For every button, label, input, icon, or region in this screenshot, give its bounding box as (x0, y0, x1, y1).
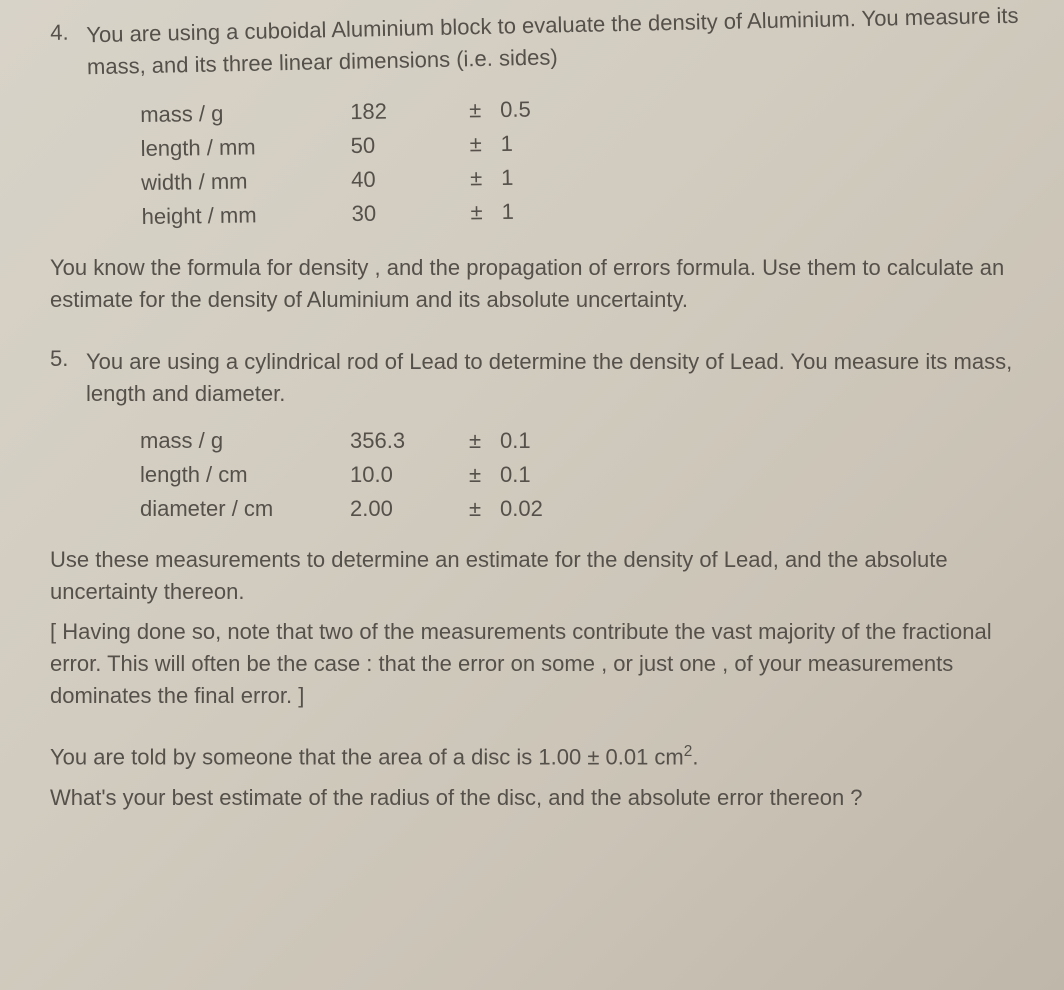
problem-4-header: 4. You are using a cuboidal Aluminium bl… (50, 0, 1025, 84)
plus-minus: ± (451, 161, 501, 196)
data-uncertainty: 1 (500, 126, 580, 161)
plus-minus: ± (450, 492, 500, 526)
data-label: length / mm (140, 129, 350, 166)
table-row: diameter / cm 2.00 ± 0.02 (140, 492, 1024, 526)
data-value: 356.3 (350, 424, 450, 458)
data-label: mass / g (140, 95, 350, 132)
problem-4-outro: You know the formula for density , and t… (50, 252, 1024, 316)
problem-6-line2: What's your best estimate of the radius … (50, 782, 1024, 814)
table-row: mass / g 356.3 ± 0.1 (140, 424, 1024, 458)
problem-5-intro: You are using a cylindrical rod of Lead … (86, 346, 1024, 410)
plus-minus: ± (450, 424, 500, 458)
plus-minus: ± (450, 93, 500, 128)
problem-6-line1-pre: You are told by someone that the area of… (50, 745, 684, 770)
data-uncertainty: 0.1 (500, 424, 580, 458)
data-value: 182 (350, 93, 450, 128)
data-label: length / cm (140, 458, 350, 492)
problem-4-number: 4. (50, 19, 87, 46)
problem-6-line1-post: . (692, 745, 698, 770)
plus-minus: ± (451, 195, 501, 230)
data-label: height / mm (141, 197, 351, 234)
data-uncertainty: 0.02 (500, 492, 580, 526)
problem-6: You are told by someone that the area of… (50, 741, 1024, 813)
data-value: 30 (351, 196, 451, 231)
table-row: length / cm 10.0 ± 0.1 (140, 458, 1024, 492)
data-value: 10.0 (350, 458, 450, 492)
plus-minus: ± (450, 458, 500, 492)
problem-5-para1: Use these measurements to determine an e… (50, 544, 1024, 608)
data-uncertainty: 0.1 (500, 458, 580, 492)
problem-5-data-table: mass / g 356.3 ± 0.1 length / cm 10.0 ± … (140, 424, 1024, 526)
problem-5-number: 5. (50, 346, 86, 372)
worksheet-page: 4. You are using a cuboidal Aluminium bl… (0, 0, 1064, 884)
data-label: width / mm (141, 163, 351, 200)
plus-minus: ± (450, 127, 500, 162)
data-uncertainty: 1 (501, 160, 581, 195)
data-uncertainty: 1 (501, 194, 581, 229)
problem-4: 4. You are using a cuboidal Aluminium bl… (50, 20, 1024, 316)
problem-5-para2: [ Having done so, note that two of the m… (50, 616, 1024, 712)
problem-4-data-table: mass / g 182 ± 0.5 length / mm 50 ± 1 wi… (140, 85, 1026, 234)
problem-4-intro: You are using a cuboidal Aluminium block… (86, 0, 1025, 83)
data-value: 50 (350, 128, 450, 163)
problem-5: 5. You are using a cylindrical rod of Le… (50, 346, 1024, 712)
data-label: diameter / cm (140, 492, 350, 526)
data-value: 2.00 (350, 492, 450, 526)
data-value: 40 (351, 162, 451, 197)
problem-5-header: 5. You are using a cylindrical rod of Le… (50, 346, 1024, 410)
data-label: mass / g (140, 424, 350, 458)
data-uncertainty: 0.5 (500, 92, 580, 127)
problem-6-line1: You are told by someone that the area of… (50, 741, 1024, 773)
